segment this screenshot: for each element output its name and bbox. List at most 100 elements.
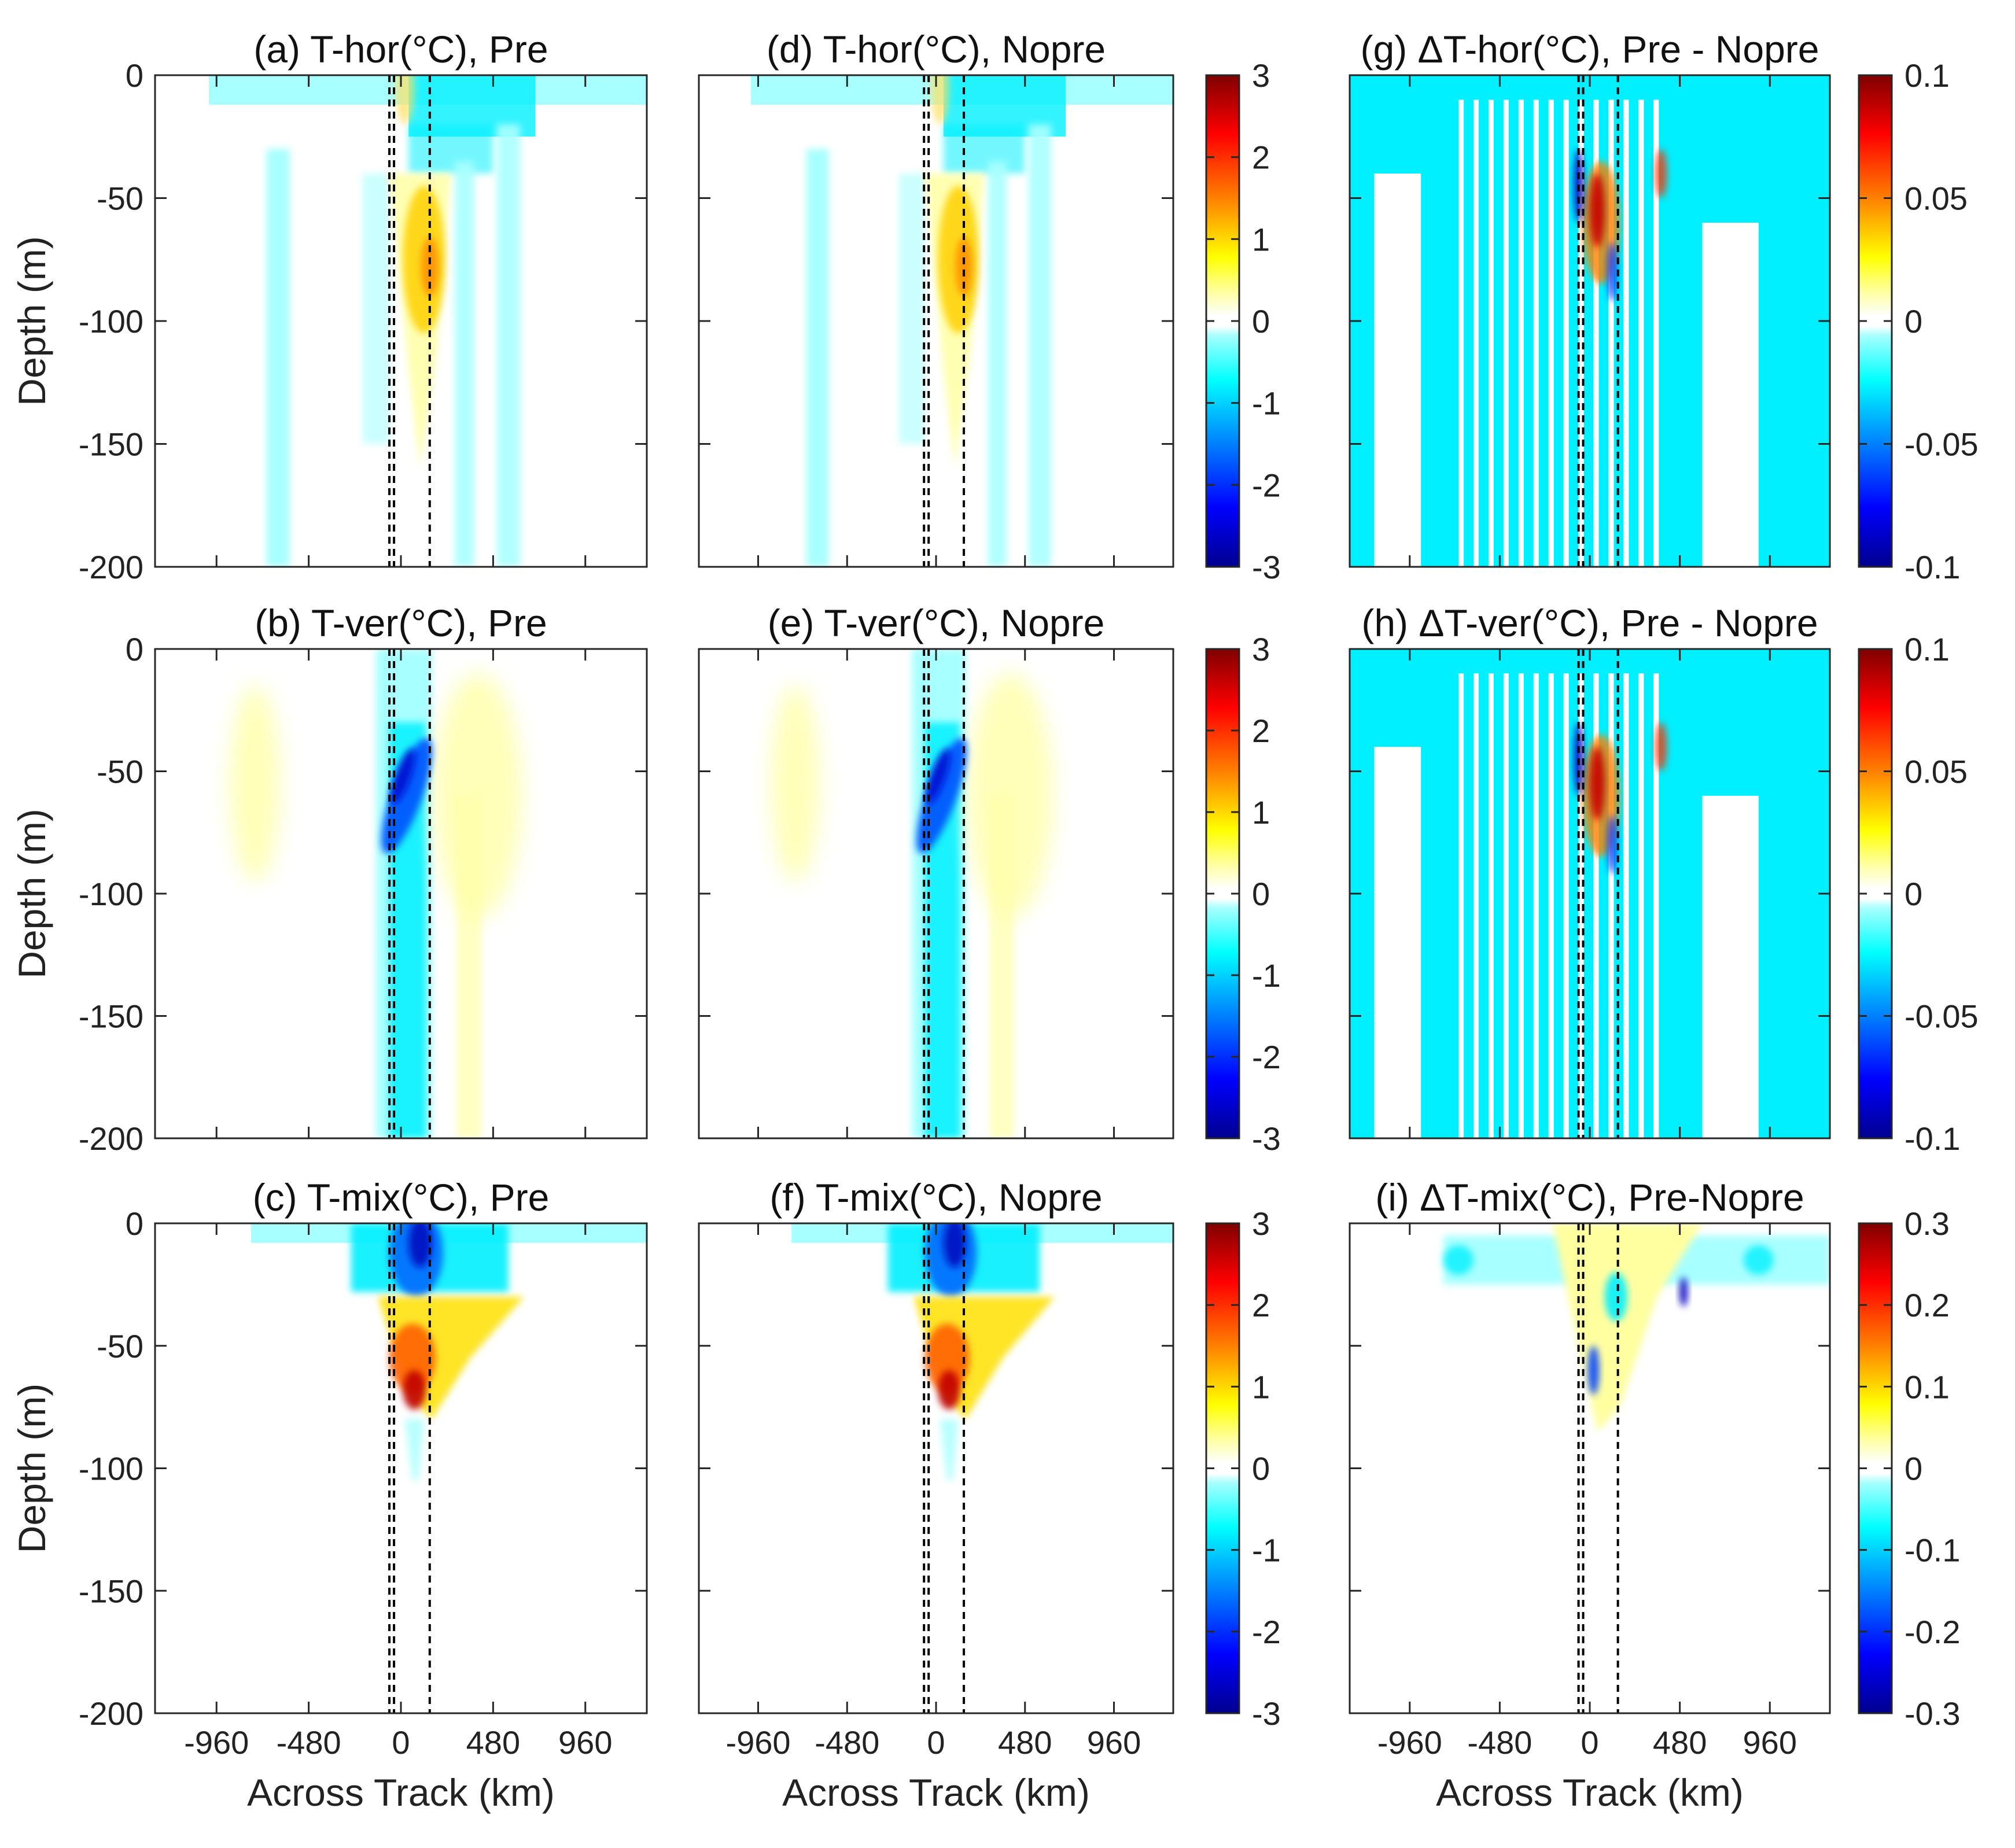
colorbar-tick-label: 0: [1905, 1451, 1922, 1487]
colorbar-tick-label: 2: [1252, 1287, 1270, 1323]
field-blob: [1679, 1277, 1688, 1307]
panel-i: [1350, 1223, 1830, 1713]
x-tick-label: 480: [1653, 1724, 1707, 1761]
field-patch: [806, 149, 829, 567]
field-blob: [395, 75, 415, 124]
field-stripe: [1374, 747, 1421, 1138]
colorbar-tick-label: -0.1: [1905, 1120, 1961, 1157]
field-blob: [930, 75, 949, 124]
field-stripe: [1548, 673, 1554, 1138]
field-blob: [1655, 722, 1667, 772]
field-stripe: [1578, 99, 1584, 567]
colorbar-tick-label: -2: [1252, 1614, 1281, 1650]
colorbar-cb-right-1: [1858, 648, 1893, 1139]
colorbar-tick-label: 0: [1905, 876, 1922, 912]
colorbar-tick-label: -2: [1252, 467, 1281, 503]
field-stripe: [1653, 673, 1659, 1138]
colorbar-tick-label: 0: [1252, 876, 1270, 912]
field-stripe: [1458, 673, 1464, 1138]
x-tick-label: 0: [1581, 1724, 1598, 1761]
colorbar-tick-label: 0: [1252, 1451, 1270, 1487]
x-tick-label: -960: [184, 1724, 249, 1761]
field-blob: [389, 1323, 436, 1393]
panel-e: [699, 649, 1173, 1138]
field-patch: [898, 174, 925, 444]
colorbars-layer: [1205, 74, 1893, 1714]
panel-f-field: [791, 1223, 1173, 1713]
field-stripe: [1638, 99, 1644, 567]
colorbar-cb-left-2: [1205, 1222, 1240, 1714]
colorbar-tick-label: -2: [1252, 1039, 1281, 1075]
panel-fields-layer: [155, 75, 1830, 1713]
panel-title-b: (b) T-ver(°C), Pre: [255, 602, 547, 644]
field-patch: [454, 161, 474, 567]
panel-b: [155, 649, 647, 1138]
panel-a-field: [208, 75, 647, 567]
field-stripe: [1702, 223, 1759, 567]
x-tick-label: -960: [725, 1724, 790, 1761]
field-blob: [924, 1323, 970, 1393]
panel-frames-layer: [154, 74, 1831, 1714]
panel-title-i: (i) ΔT-mix(°C), Pre-Nopre: [1375, 1176, 1804, 1219]
field-stripe: [1518, 673, 1524, 1138]
colorbar-tick-label: -0.05: [1905, 426, 1979, 463]
x-axis-label: Across Track (km): [1436, 1771, 1744, 1814]
y-tick-label: -150: [79, 998, 143, 1035]
field-stripe: [1653, 99, 1659, 567]
x-tick-label: 960: [558, 1724, 612, 1761]
panel-h: [1350, 649, 1830, 1138]
field-stripe: [1488, 673, 1494, 1138]
field-patch: [362, 174, 390, 444]
colorbar-cb-left-1: [1205, 648, 1240, 1139]
field-blob: [771, 685, 820, 881]
x-tick-label: 960: [1743, 1724, 1797, 1761]
field-patch: [497, 124, 520, 567]
colorbar-tick-label: 0.2: [1905, 1287, 1950, 1323]
y-tick-label: -150: [79, 1573, 143, 1609]
panel-c: [155, 1223, 647, 1713]
field-blob: [1607, 815, 1618, 875]
field-stripe: [1518, 99, 1524, 567]
x-tick-label: -960: [1377, 1724, 1442, 1761]
x-axis-label: Across Track (km): [782, 1771, 1090, 1814]
panel-title-a: (a) T-hor(°C), Pre: [253, 28, 548, 71]
panel-e-field: [771, 649, 1053, 1138]
field-region: [940, 1419, 959, 1481]
y-axis-label: Depth (m): [10, 1384, 53, 1553]
y-tick-label: 0: [126, 1205, 143, 1242]
colorbar-tick-label: -3: [1252, 1695, 1281, 1732]
y-tick-label: 0: [126, 631, 143, 667]
panel-g: [1350, 75, 1830, 567]
x-tick-label: 0: [927, 1724, 945, 1761]
panel-d: [699, 75, 1173, 567]
y-tick-label: -200: [79, 549, 143, 585]
colorbar-cb-left-0: [1205, 74, 1240, 568]
colorbar-tick-label: 0.1: [1905, 631, 1950, 667]
x-tick-label: -480: [277, 1724, 341, 1761]
field-stripe: [1702, 795, 1759, 1138]
field-stripe: [1533, 673, 1539, 1138]
colorbar-tick-label: -0.05: [1905, 998, 1979, 1035]
colorbar-tick-label: -3: [1252, 549, 1281, 585]
y-tick-label: -200: [79, 1120, 143, 1157]
field-stripe: [1458, 99, 1464, 567]
colorbar-tick-label: 0.05: [1905, 180, 1968, 217]
field-patch: [1029, 124, 1051, 567]
y-tick-label: -100: [79, 876, 143, 912]
field-blob: [1604, 1272, 1627, 1322]
panel-title-c: (c) T-mix(°C), Pre: [253, 1176, 550, 1219]
field-blob: [1443, 1245, 1474, 1275]
colorbar-tick-label: 2: [1252, 713, 1270, 749]
field-blob: [943, 1223, 966, 1268]
field-stripe: [1473, 99, 1479, 567]
panel-a: [155, 75, 647, 567]
colorbar-tick-label: 0: [1905, 303, 1922, 340]
field-blob: [926, 748, 951, 804]
colorbar-tick-label: -0.2: [1905, 1614, 1961, 1650]
field-stripe: [1548, 99, 1554, 567]
field-stripe: [1593, 673, 1599, 1138]
field-patch: [266, 149, 290, 567]
panel-title-e: (e) T-ver(°C), Nopre: [768, 602, 1105, 644]
field-stripe: [1533, 99, 1539, 567]
field-blob: [1655, 149, 1667, 198]
